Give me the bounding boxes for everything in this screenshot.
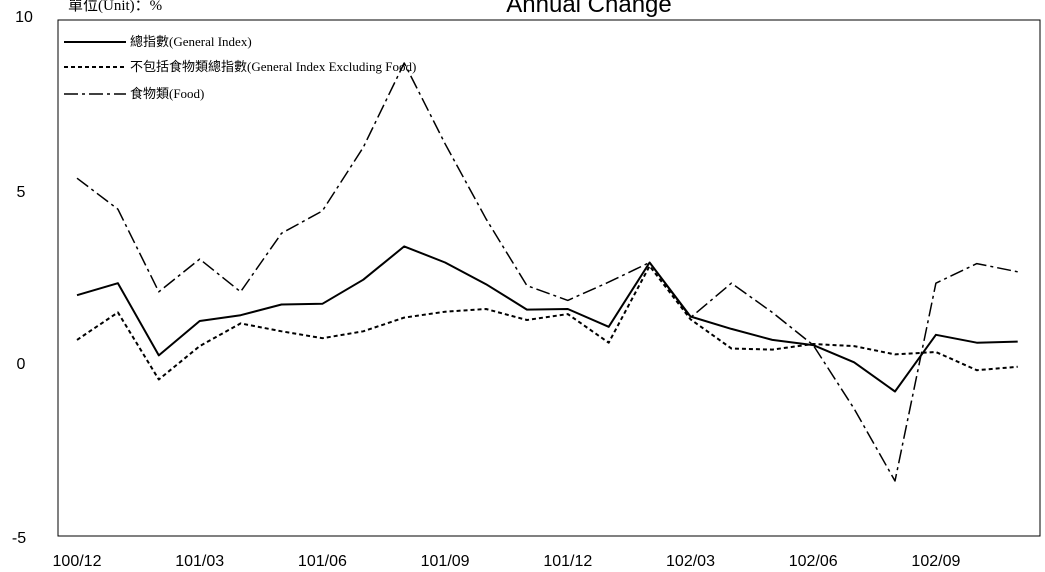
series-line-excluding-food: [76, 265, 1018, 381]
y-tick-label: 10: [15, 9, 33, 26]
x-tick-label: 102/03: [666, 553, 715, 570]
x-tick-label: 102/09: [911, 553, 960, 570]
series-line-general-index: [76, 245, 1018, 393]
y-tick-label: 0: [17, 356, 26, 373]
plot-area: [57, 19, 1041, 537]
x-tick-label: 101/12: [543, 553, 592, 570]
y-tick-label: -5: [12, 530, 26, 547]
x-tick-label: 102/06: [789, 553, 838, 570]
unit-label: 單位(Unit)：%: [68, 0, 162, 14]
series-line-food: [76, 62, 1018, 482]
x-tick-label: 100/12: [53, 553, 102, 570]
legend-label-excluding-food: 不包括食物類總指數(General Index Excluding Food): [130, 59, 416, 74]
legend-label-food: 食物類(Food): [130, 86, 204, 101]
series-lines: [76, 62, 1018, 482]
y-axis-tick-labels: 10 5 0 -5: [12, 9, 33, 547]
legend-label-general: 總指數(General Index): [130, 34, 252, 49]
x-tick-label: 101/03: [175, 553, 224, 570]
x-tick-label: 101/06: [298, 553, 347, 570]
legend: 總指數(General Index) 不包括食物類總指數(General Ind…: [64, 34, 416, 101]
x-tick-label: 101/09: [421, 553, 470, 570]
y-tick-label: 5: [17, 184, 26, 201]
chart-title: Annual Change: [506, 0, 671, 18]
x-axis-tick-labels: 100/12 101/03 101/06 101/09 101/12 102/03 102/…: [53, 553, 961, 570]
